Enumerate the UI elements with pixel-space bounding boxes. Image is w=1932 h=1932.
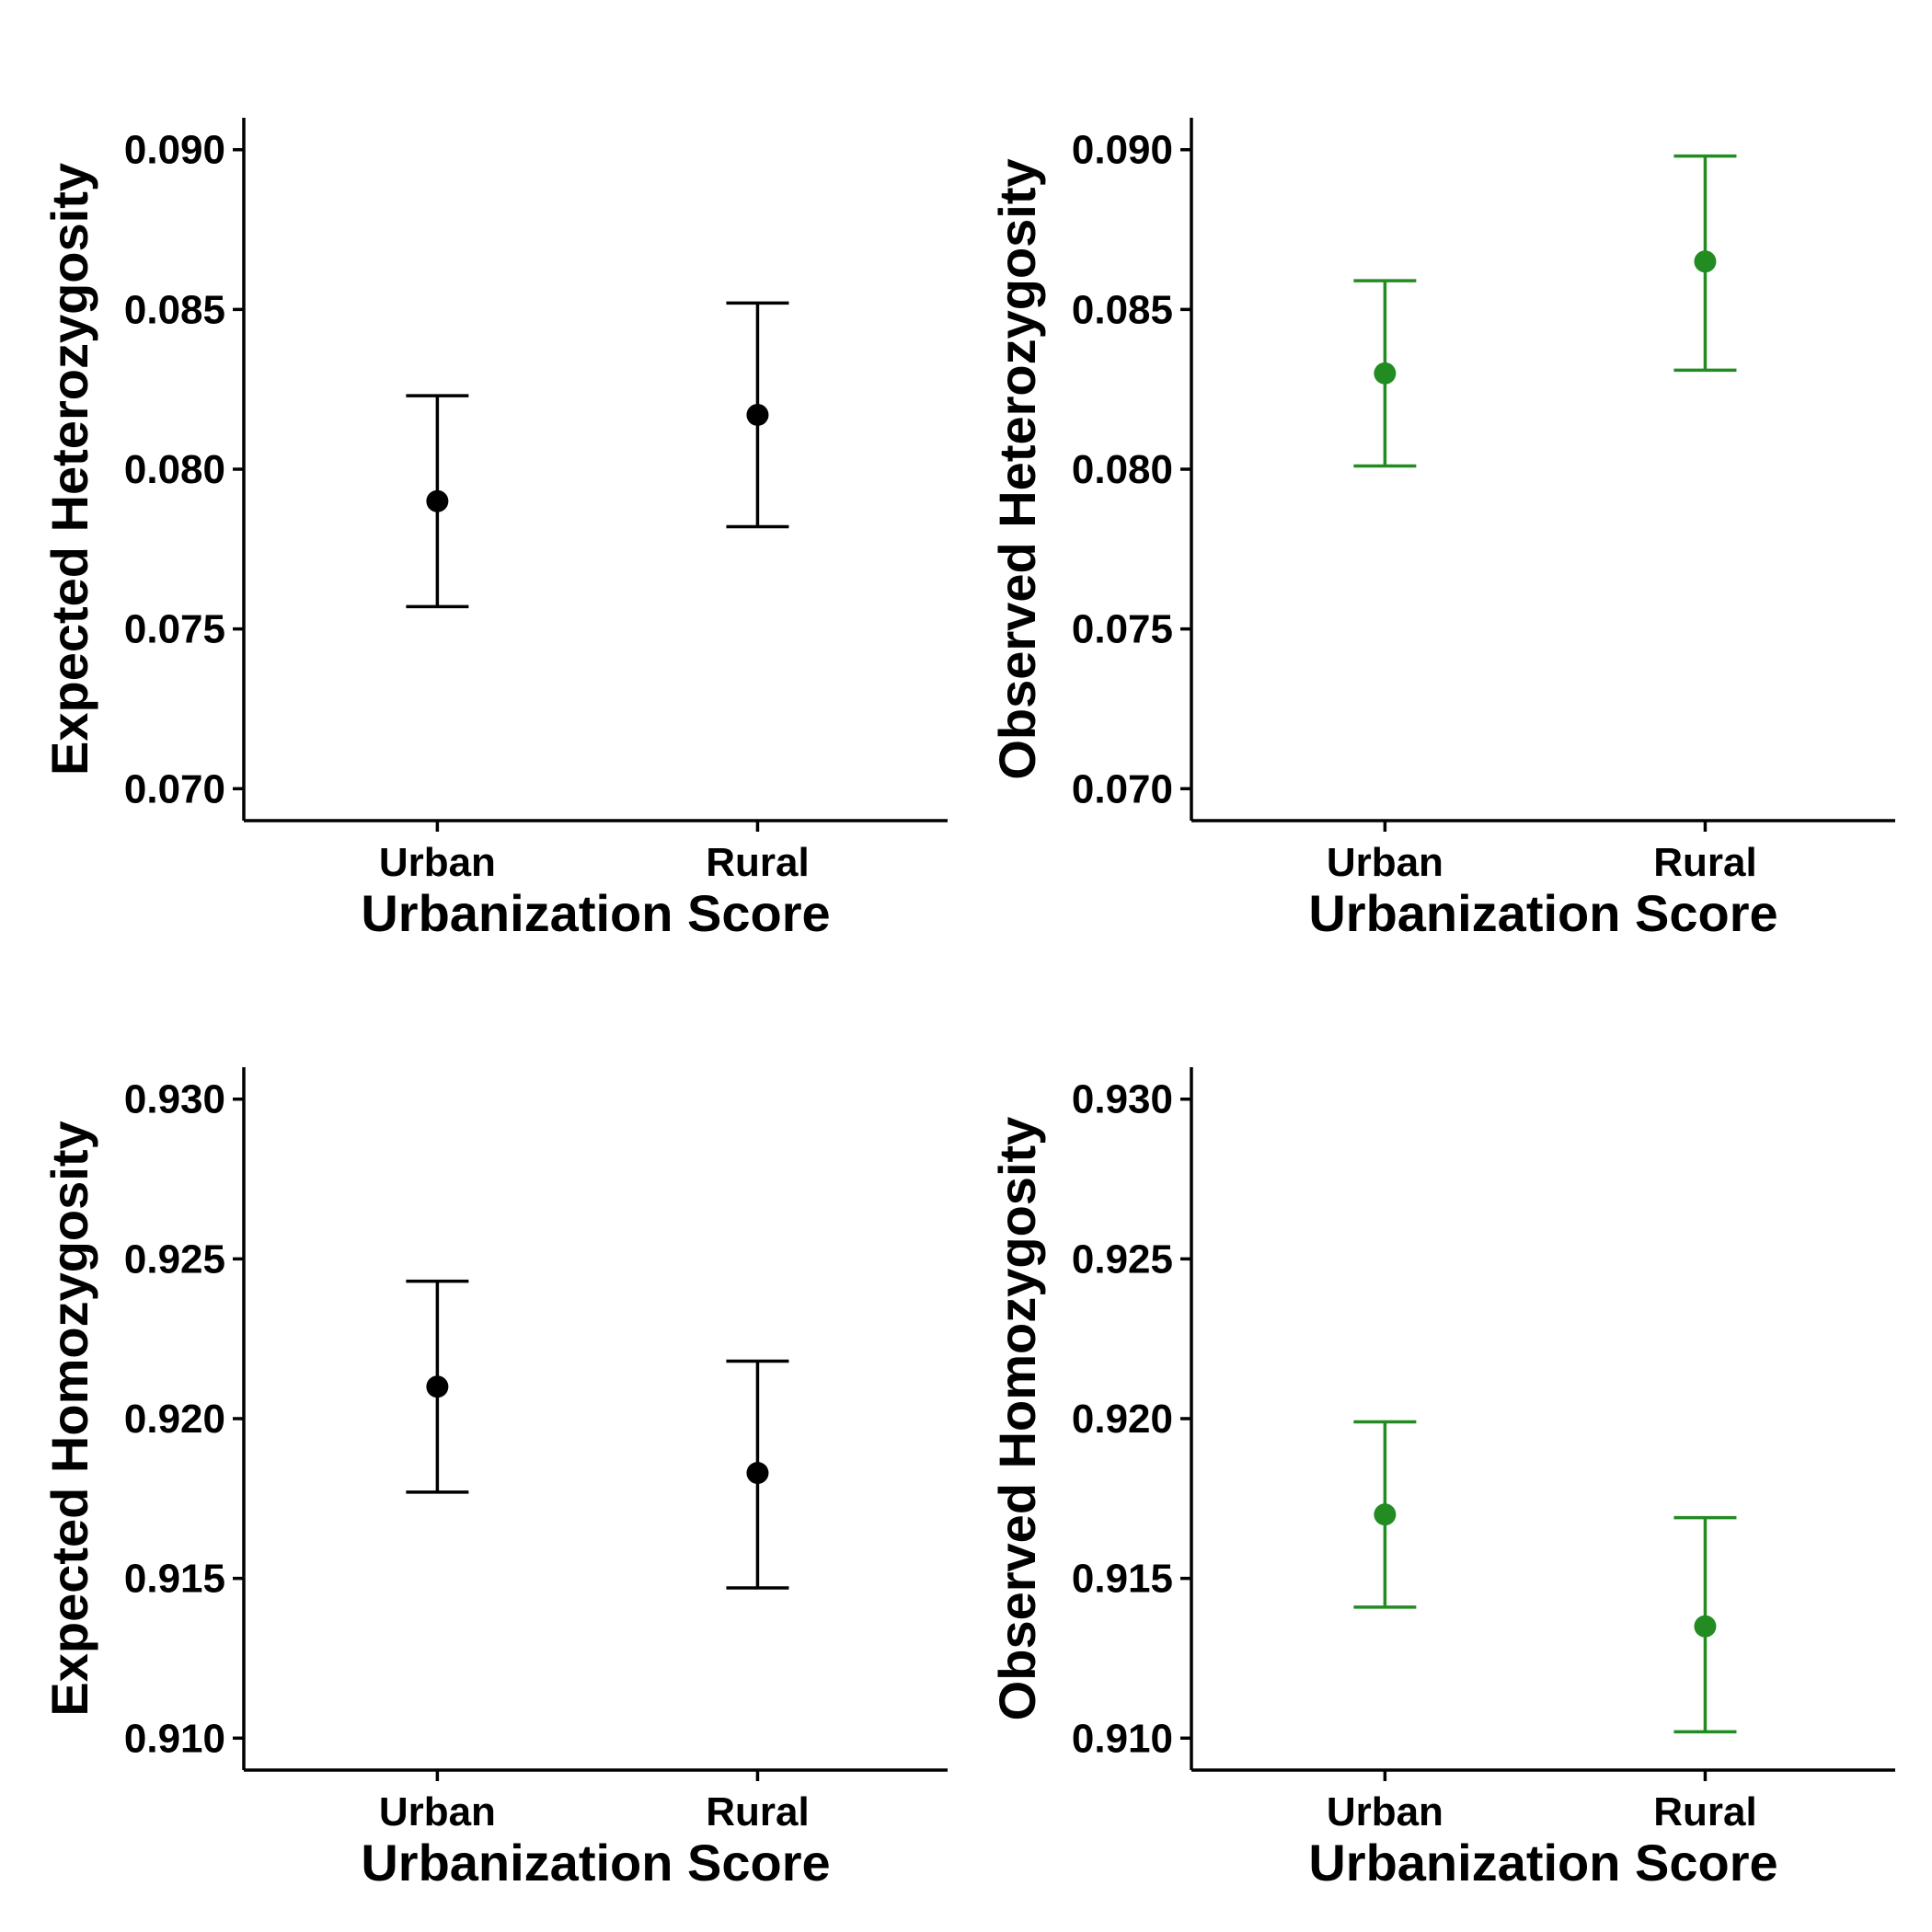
y-tick-label: 0.090 [124, 128, 225, 173]
y-tick-label: 0.920 [1072, 1397, 1173, 1442]
y-tick-label: 0.925 [124, 1236, 225, 1282]
data-point-urban [426, 1375, 449, 1398]
y-tick-label: 0.930 [1072, 1077, 1173, 1122]
x-axis-title: Urbanization Score [361, 884, 830, 942]
y-tick-label: 0.085 [124, 287, 225, 332]
y-axis-title: Expected Homozygosity [40, 1121, 98, 1716]
panel-1: 0.070 0.075 0.080 0.085 0.090 Urban RuralUrban… [40, 118, 948, 942]
panel-4: 0.910 0.915 0.920 0.925 0.930 Urban RuralUrban… [988, 1067, 1895, 1892]
x-tick-label-urban: Urban [379, 1789, 496, 1834]
y-axis-title: Observed Heterozygosity [988, 158, 1046, 779]
y-tick-label: 0.075 [1072, 607, 1173, 652]
y-tick-label: 0.070 [1072, 766, 1173, 811]
data-point-rural [746, 1462, 769, 1485]
x-tick-label-rural: Rural [1653, 1789, 1756, 1834]
data-point-rural [1694, 250, 1717, 273]
y-tick-label: 0.925 [1072, 1236, 1173, 1282]
data-point-urban [426, 489, 449, 512]
data-point-rural [746, 403, 769, 426]
x-axis-title: Urbanization Score [1308, 884, 1777, 942]
x-tick-label-urban: Urban [1327, 840, 1443, 885]
y-tick-label: 0.075 [124, 607, 225, 652]
x-tick-label-rural: Rural [1653, 840, 1756, 885]
y-tick-label: 0.085 [1072, 287, 1173, 332]
y-tick-label: 0.090 [1072, 128, 1173, 173]
x-tick-label-urban: Urban [379, 840, 496, 885]
y-tick-label: 0.930 [124, 1077, 225, 1122]
x-axis-title: Urbanization Score [1308, 1834, 1777, 1892]
data-point-urban [1374, 1503, 1397, 1526]
y-tick-label: 0.080 [1072, 447, 1173, 492]
y-tick-label: 0.910 [124, 1716, 225, 1761]
x-axis-title: Urbanization Score [361, 1834, 830, 1892]
y-tick-label: 0.915 [1072, 1557, 1173, 1602]
y-tick-label: 0.080 [124, 447, 225, 492]
y-tick-label: 0.920 [124, 1397, 225, 1442]
panel-2: 0.070 0.075 0.080 0.085 0.090 Urban RuralUrban… [988, 118, 1895, 942]
y-tick-label: 0.910 [1072, 1716, 1173, 1761]
y-axis-title: Expected Heterozygosity [40, 163, 98, 776]
y-axis-title: Observed Homozygosity [988, 1117, 1046, 1721]
data-point-urban [1374, 362, 1397, 385]
x-tick-label-urban: Urban [1327, 1789, 1443, 1834]
x-tick-label-rural: Rural [706, 1789, 809, 1834]
x-tick-label-rural: Rural [706, 840, 809, 885]
panel-3: 0.910 0.915 0.920 0.925 0.930 Urban RuralUrban… [40, 1067, 948, 1892]
y-tick-label: 0.070 [124, 766, 225, 811]
y-tick-label: 0.915 [124, 1557, 225, 1602]
data-point-rural [1694, 1615, 1717, 1638]
